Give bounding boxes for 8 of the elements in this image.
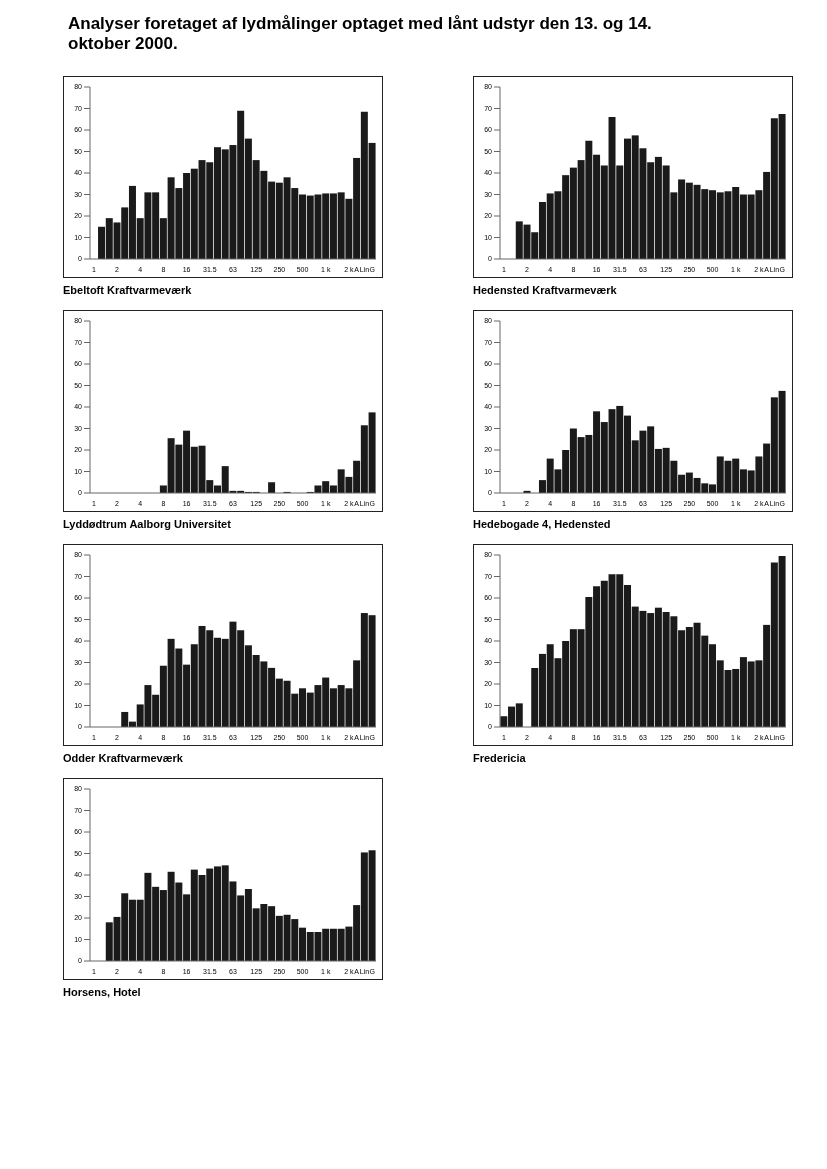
text: Horsens, Hotel — [63, 986, 142, 998]
text: Hedensted Kraftvarmeværk — [473, 284, 618, 296]
text: Ebeltoft Kraftvarmeværk — [63, 284, 193, 296]
text: Lyddødtrum Aalborg Universitet — [63, 518, 232, 530]
text: Fredericia — [473, 752, 527, 764]
text: Hedebogade 4, Hedensted — [473, 518, 612, 530]
text: Odder Kraftvarmeværk — [63, 752, 184, 764]
text: Analyser foretaget af lydmålinger optaget med lånt udstyr den 13. og 14. oktober 2000. — [68, 14, 653, 54]
